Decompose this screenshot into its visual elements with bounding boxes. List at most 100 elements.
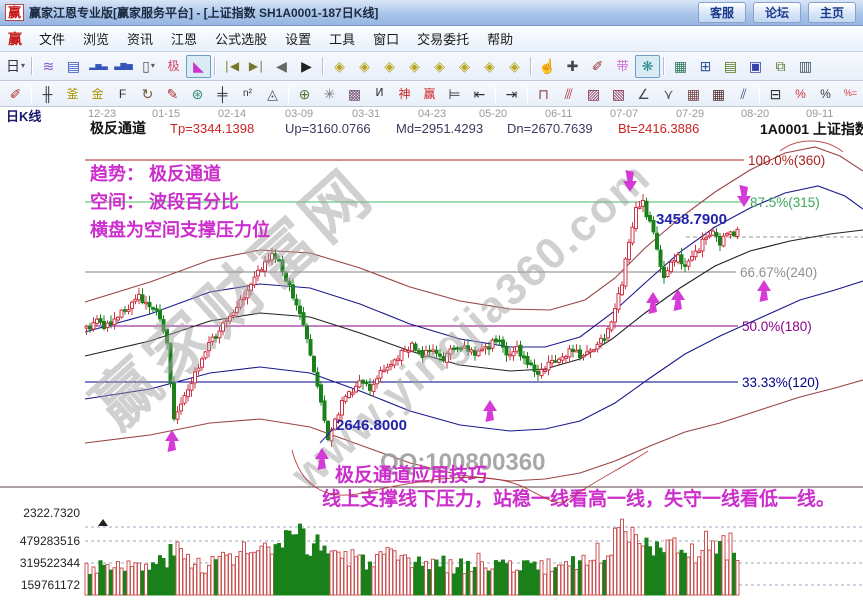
grid2-tool[interactable]: ▦: [706, 82, 731, 105]
spiral-box-tool[interactable]: ▩: [342, 82, 367, 105]
home-button[interactable]: 主页: [807, 2, 856, 23]
list-pct-tool[interactable]: ⊟: [763, 82, 788, 105]
first-bar-button[interactable]: ∣◀: [219, 55, 244, 78]
target-tool[interactable]: ⊕: [292, 82, 317, 105]
cards-tool[interactable]: ⧉: [768, 55, 793, 78]
menu-item-8[interactable]: 交易委托: [417, 32, 470, 47]
volume-bar: [473, 566, 477, 596]
notes-tool[interactable]: ▤: [718, 55, 743, 78]
k2-tool[interactable]: Ͷ: [367, 82, 392, 105]
volume-bar: [329, 550, 334, 596]
diamond-right-tool[interactable]: ◈: [352, 55, 377, 78]
customer-service-button[interactable]: 客服: [697, 2, 746, 23]
gann48-tool[interactable]: ❋: [635, 54, 660, 78]
fan-lines-tool[interactable]: ⫻: [556, 82, 581, 105]
diamond-in-tool[interactable]: ◈: [452, 55, 477, 78]
hand-tool-icon: ☝: [538, 58, 557, 74]
calculator-tool[interactable]: ⊞: [693, 55, 718, 78]
candle-body: [186, 389, 190, 398]
box-tool[interactable]: ⊓: [531, 82, 556, 105]
diamond-left-tool[interactable]: ◈: [327, 55, 352, 78]
save-tool[interactable]: ▣: [743, 55, 768, 78]
spiral-tool[interactable]: ↻: [135, 82, 160, 105]
hand-tool[interactable]: ☝: [535, 55, 560, 78]
candle-body: [249, 283, 253, 291]
candle-body: [438, 353, 442, 357]
volume-bar: [298, 523, 302, 596]
gold2-tool[interactable]: 金: [85, 82, 110, 105]
candle-body: [343, 395, 348, 402]
forum-button[interactable]: 论坛: [752, 2, 801, 23]
next-bar-button[interactable]: ▶: [294, 55, 319, 78]
period-day-icon: 日: [5, 58, 20, 74]
pct-tool[interactable]: %: [813, 82, 838, 105]
measure-tool[interactable]: ⊨: [442, 82, 467, 105]
kline-chart[interactable]: 赢家财富网www.yingjia360.comQQ:100800360100.0…: [0, 107, 863, 596]
menu-item-0[interactable]: 文件: [39, 32, 66, 47]
candle-body: [543, 369, 547, 372]
color-kline-tool[interactable]: ◣: [186, 54, 211, 78]
vee-tool[interactable]: ⋎: [656, 82, 681, 105]
trend-tool[interactable]: ≋: [36, 55, 61, 78]
volume-bar: [301, 528, 306, 596]
volume-bar: [550, 570, 554, 596]
pct-line-tool[interactable]: %=: [838, 82, 863, 105]
bars9-tool[interactable]: ▃▆▅: [111, 55, 136, 78]
diamond-x-tool[interactable]: ◈: [402, 55, 427, 78]
angle2-tool[interactable]: ∠: [631, 82, 656, 105]
menu-item-5[interactable]: 设置: [285, 32, 312, 47]
diamond-all-tool[interactable]: ◈: [502, 55, 527, 78]
menu-item-1[interactable]: 浏览: [83, 32, 110, 47]
brush-tool[interactable]: ✐: [3, 82, 28, 105]
last-bar-button[interactable]: ▶∣: [244, 55, 269, 78]
ruler2-tool[interactable]: ╪: [210, 82, 235, 105]
print-tool[interactable]: ▥: [793, 55, 818, 78]
jifan-tool[interactable]: 极: [161, 55, 186, 78]
calendar-tool[interactable]: ▦: [668, 55, 693, 78]
compass-tool[interactable]: ⊛: [185, 82, 210, 105]
period-day[interactable]: 日 ▾: [3, 55, 28, 78]
shade-box2-tool[interactable]: ▧: [606, 82, 631, 105]
pct-up-tool[interactable]: %: [788, 82, 813, 105]
shen-tool[interactable]: 神: [392, 82, 417, 105]
volume-bar: [109, 569, 113, 596]
grid2-tool-icon: ▦: [711, 85, 726, 102]
volume-bar: [378, 551, 383, 596]
diamond-h-tool[interactable]: ◈: [377, 55, 402, 78]
grid1-tool[interactable]: ▦: [681, 82, 706, 105]
slant-lines-tool[interactable]: ⫽: [731, 82, 756, 105]
bars3-tool[interactable]: ▂▅▃: [86, 55, 111, 78]
diamond-out-tool[interactable]: ◈: [477, 55, 502, 78]
board-tool[interactable]: ▤: [61, 55, 86, 78]
pen2-tool[interactable]: ✎: [160, 82, 185, 105]
angle-flag-tool[interactable]: ◬: [260, 82, 285, 105]
gann-ruler-tool[interactable]: ╫: [35, 82, 60, 105]
date-tick-10: 08-20: [741, 108, 769, 120]
gold1-tool[interactable]: 釜: [60, 82, 85, 105]
symbol-label: 1A0001 上证指数: [760, 121, 863, 137]
volume-bar: [676, 552, 680, 596]
candle-body: [697, 250, 701, 254]
shade-box1-tool[interactable]: ▨: [581, 82, 606, 105]
menu-item-3[interactable]: 江恩: [171, 32, 198, 47]
volume-bar: [175, 541, 180, 596]
diamond-plus-tool[interactable]: ◈: [427, 55, 452, 78]
label-tool[interactable]: ✐: [585, 55, 610, 78]
menu-item-6[interactable]: 工具: [329, 32, 356, 47]
menu-item-7[interactable]: 窗口: [373, 32, 400, 47]
menu-item-2[interactable]: 资讯: [127, 32, 154, 47]
ying-tool[interactable]: 赢: [417, 82, 442, 105]
snap-right-tool[interactable]: ⇥: [499, 82, 524, 105]
f-ruler-tool[interactable]: F: [110, 82, 135, 105]
band-tool[interactable]: 带: [610, 55, 635, 78]
n2-tool[interactable]: n²: [235, 82, 260, 105]
candle-tool[interactable]: ▯ ▾: [136, 55, 161, 78]
snap-left-tool[interactable]: ⇤: [467, 82, 492, 105]
indicator-value-2: Md=2951.4293: [396, 121, 483, 136]
crosshair-tool[interactable]: ✚: [560, 55, 585, 78]
prev-bar-button[interactable]: ◀: [269, 55, 294, 78]
star-web-tool[interactable]: ✳: [317, 82, 342, 105]
candle-body: [669, 261, 673, 273]
menu-item-4[interactable]: 公式选股: [215, 32, 268, 47]
menu-item-9[interactable]: 帮助: [487, 32, 514, 47]
